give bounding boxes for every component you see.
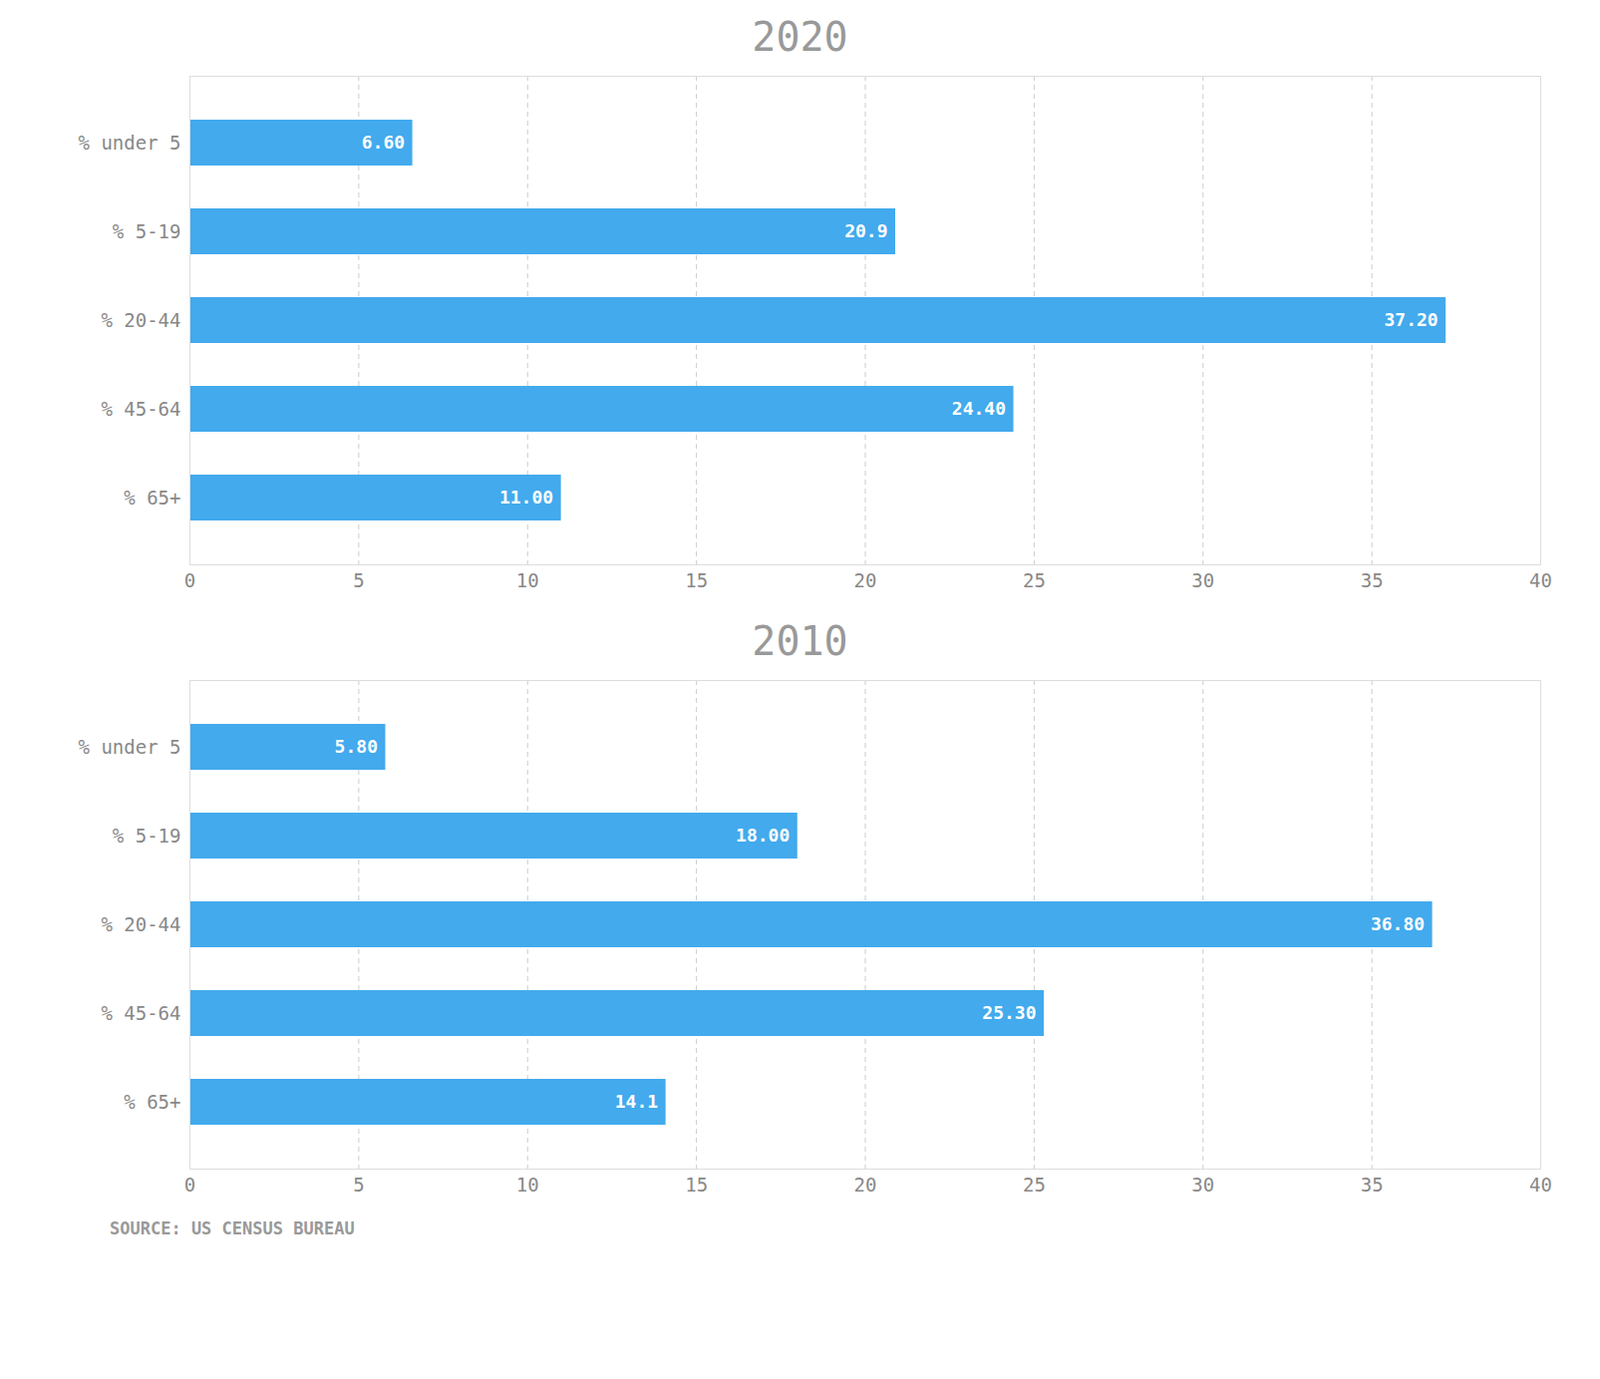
svg-text:25: 25: [1022, 569, 1046, 592]
svg-text:5: 5: [352, 569, 364, 592]
svg-text:36.80: 36.80: [1370, 913, 1425, 935]
svg-text:35: 35: [1360, 1173, 1384, 1196]
svg-text:% 45-64: % 45-64: [100, 397, 181, 420]
svg-text:10: 10: [516, 1173, 540, 1196]
svg-text:30: 30: [1191, 569, 1215, 592]
svg-text:% 45-64: % 45-64: [100, 1001, 181, 1024]
html-text:2010: 2010: [751, 618, 849, 664]
svg-text:40: 40: [1529, 569, 1553, 592]
svg-text:% under 5: % under 5: [78, 131, 182, 154]
svg-text:% 20-44: % 20-44: [100, 913, 181, 936]
svg-text:11.00: 11.00: [499, 486, 554, 508]
html-text:2020: 2020: [751, 13, 849, 60]
svg-text:25.30: 25.30: [981, 1001, 1036, 1023]
svg-text:% under 5: % under 5: [78, 735, 182, 758]
svg-text:10: 10: [516, 569, 540, 592]
svg-text:37.20: 37.20: [1383, 309, 1438, 330]
svg-text:20: 20: [854, 569, 878, 592]
svg-text:0: 0: [184, 1173, 196, 1196]
svg-text:18.00: 18.00: [735, 824, 790, 846]
svg-text:24.40: 24.40: [952, 397, 1006, 419]
svg-text:40: 40: [1529, 1173, 1553, 1196]
svg-text:14.1: 14.1: [615, 1090, 658, 1112]
svg-text:0: 0: [184, 569, 196, 592]
svg-text:6.60: 6.60: [361, 131, 405, 153]
svg-text:5.80: 5.80: [334, 735, 378, 757]
svg-text:% 20-44: % 20-44: [100, 309, 181, 331]
svg-text:% 5-19: % 5-19: [112, 220, 182, 243]
svg-text:15: 15: [684, 1173, 708, 1196]
html-text:SOURCE: US CENSUS BUREAU: SOURCE: US CENSUS BUREAU: [109, 1218, 355, 1239]
svg-text:5: 5: [352, 1173, 364, 1196]
svg-text:% 5-19: % 5-19: [112, 824, 182, 847]
svg-text:35: 35: [1360, 569, 1384, 592]
svg-text:30: 30: [1191, 1173, 1215, 1196]
svg-text:20.9: 20.9: [844, 220, 888, 242]
svg-text:15: 15: [684, 569, 708, 592]
svg-text:25: 25: [1022, 1173, 1046, 1196]
svg-text:% 65+: % 65+: [123, 486, 181, 509]
svg-text:20: 20: [854, 1173, 878, 1196]
svg-text:% 65+: % 65+: [123, 1090, 181, 1113]
